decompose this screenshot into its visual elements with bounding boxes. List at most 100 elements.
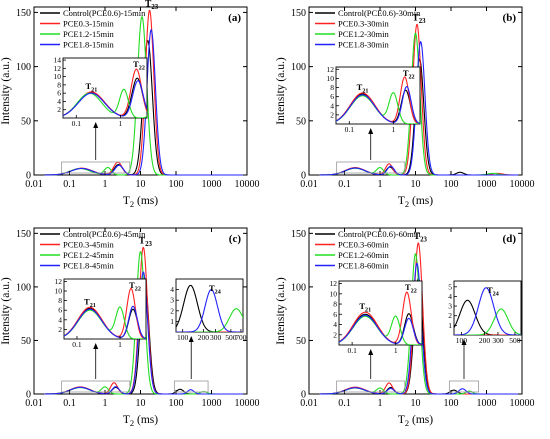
- zoom-region-box: [336, 380, 406, 393]
- inset-x-tick-label: 0.1: [345, 125, 355, 134]
- inset-label-t21-base: T: [359, 301, 365, 311]
- peak-label-t23: T23: [145, 0, 159, 11]
- x-tick-label: 10000: [510, 179, 535, 190]
- inset-y-tick-label: 6: [333, 310, 337, 319]
- inset-label-t24: T24: [487, 285, 499, 298]
- inset-y-tick-label: 4: [448, 292, 452, 301]
- x-axis-title-unit: (ms): [409, 195, 433, 207]
- inset-label-t22: T22: [129, 280, 141, 293]
- inset-y-tick-label: 4: [58, 315, 62, 324]
- x-tick-label: 0.1: [63, 398, 76, 409]
- inset-frame: [175, 278, 244, 333]
- y-tick-label: 50: [296, 116, 306, 127]
- legend-label: PCE1.8-45min: [63, 261, 115, 271]
- x-axis-title-unit: (ms): [134, 414, 158, 426]
- inset-x-tick-label: 500: [225, 333, 237, 342]
- inset-series-line-1: [176, 284, 243, 332]
- inset-x-tick-label: 500: [509, 336, 521, 345]
- y-axis-title: Intensity (a.u.): [0, 277, 12, 345]
- legend-label: PCE1.2-60min: [338, 250, 390, 260]
- inset-label-t22-base: T: [129, 280, 135, 290]
- inset-y-tick-label: 12: [327, 65, 335, 74]
- x-axis-title-base: T: [123, 195, 130, 207]
- inset-label-t21-base: T: [84, 296, 90, 306]
- x-tick-label: 0.1: [63, 179, 76, 190]
- inset-curves: [336, 76, 420, 124]
- inset-x-tick-label: 1: [392, 125, 396, 134]
- inset-y-tick-label: 12: [55, 277, 63, 286]
- inset-label-t24: T24: [209, 283, 221, 296]
- x-tick-label: 0.1: [338, 179, 351, 190]
- zoom-arrow-head: [368, 128, 374, 134]
- peak-label-t23-base: T: [145, 0, 152, 9]
- y-tick-label: 100: [16, 282, 31, 293]
- inset-label-t21-base: T: [357, 82, 363, 92]
- zoom-arrow-head: [368, 349, 374, 355]
- inset-x-tick-label: 300: [210, 333, 222, 342]
- inset-curves: [64, 287, 146, 339]
- inset-y-tick-label: 12: [54, 64, 62, 73]
- inset-label-t22-sub: 22: [411, 289, 417, 295]
- inset-label-t22: T22: [403, 68, 415, 81]
- zoom-region-box: [61, 380, 131, 393]
- y-tick-label: 100: [16, 62, 31, 73]
- inset-x-tick-label: 1: [118, 340, 122, 349]
- inset-label-t22-base: T: [133, 59, 139, 69]
- x-tick-label: 1000: [202, 179, 222, 190]
- inset-x-tick-label: 0.1: [72, 340, 82, 349]
- inset-label-t24-sub: 24: [215, 290, 221, 296]
- peak-label-t23-base: T: [414, 232, 421, 242]
- inset-series-line-3: [63, 88, 147, 118]
- inset-x-tick-label: 1: [394, 346, 398, 355]
- legend-label: Control(PCE0.6)-15min: [63, 8, 146, 18]
- zoom-arrow-head: [461, 339, 467, 345]
- x-tick-label: 100: [169, 398, 184, 409]
- x-tick-label: 1: [378, 398, 383, 409]
- inset-label-t21-sub: 21: [90, 303, 96, 309]
- x-axis-title: T2 (ms): [123, 414, 158, 428]
- inset-label-t22-sub: 22: [408, 75, 414, 81]
- inset-series-line-4: [64, 305, 146, 339]
- inset-y-tick-label: 6: [58, 306, 62, 315]
- inset-y-tick-label: 5: [448, 282, 452, 291]
- legend-label: PCE1.2-45min: [63, 250, 115, 260]
- inset-y-tick-label: 8: [333, 300, 337, 309]
- inset-x-tick-label: 700: [235, 333, 247, 342]
- inset-label-t24-sub: 24: [493, 292, 499, 298]
- inset-x-tick-label: 300: [492, 336, 504, 345]
- panel-label: (d): [503, 233, 517, 245]
- zoom-region-box: [448, 380, 480, 393]
- x-tick-label: 1: [103, 398, 108, 409]
- inset-label-t22: T22: [405, 282, 417, 295]
- x-axis-title-unit: (ms): [134, 195, 158, 207]
- inset-frame: [338, 280, 423, 346]
- inset-label-t21: T21: [86, 81, 98, 94]
- y-tick-label: 150: [291, 229, 306, 240]
- inset-curves: [63, 68, 147, 118]
- inset-y-tick-label: 2: [170, 306, 174, 315]
- inset-y-tick-label: 4: [333, 320, 337, 329]
- y-axis-title: Intensity (a.u.): [275, 57, 287, 125]
- inset-label-t24-base: T: [209, 283, 215, 293]
- inset-label-t22: T22: [133, 59, 145, 72]
- x-axis-title: T2 (ms): [398, 414, 433, 428]
- x-tick-label: 10: [411, 398, 421, 409]
- y-tick-label: 0: [301, 171, 306, 182]
- inset-y-tick-label: 1: [448, 321, 452, 330]
- inset-label-t22-base: T: [405, 282, 411, 292]
- inset-series-line-2: [339, 291, 422, 345]
- inset-label-t22-sub: 22: [139, 66, 145, 72]
- x-tick-label: 100: [444, 179, 459, 190]
- y-tick-label: 50: [296, 336, 306, 347]
- inset-frame: [453, 280, 522, 336]
- peak-label-t23-sub: 23: [151, 4, 158, 11]
- inset-x-tick-label: 200: [479, 336, 491, 345]
- x-tick-label: 0.01: [25, 398, 43, 409]
- inset-y-tick-label: 2: [330, 110, 334, 119]
